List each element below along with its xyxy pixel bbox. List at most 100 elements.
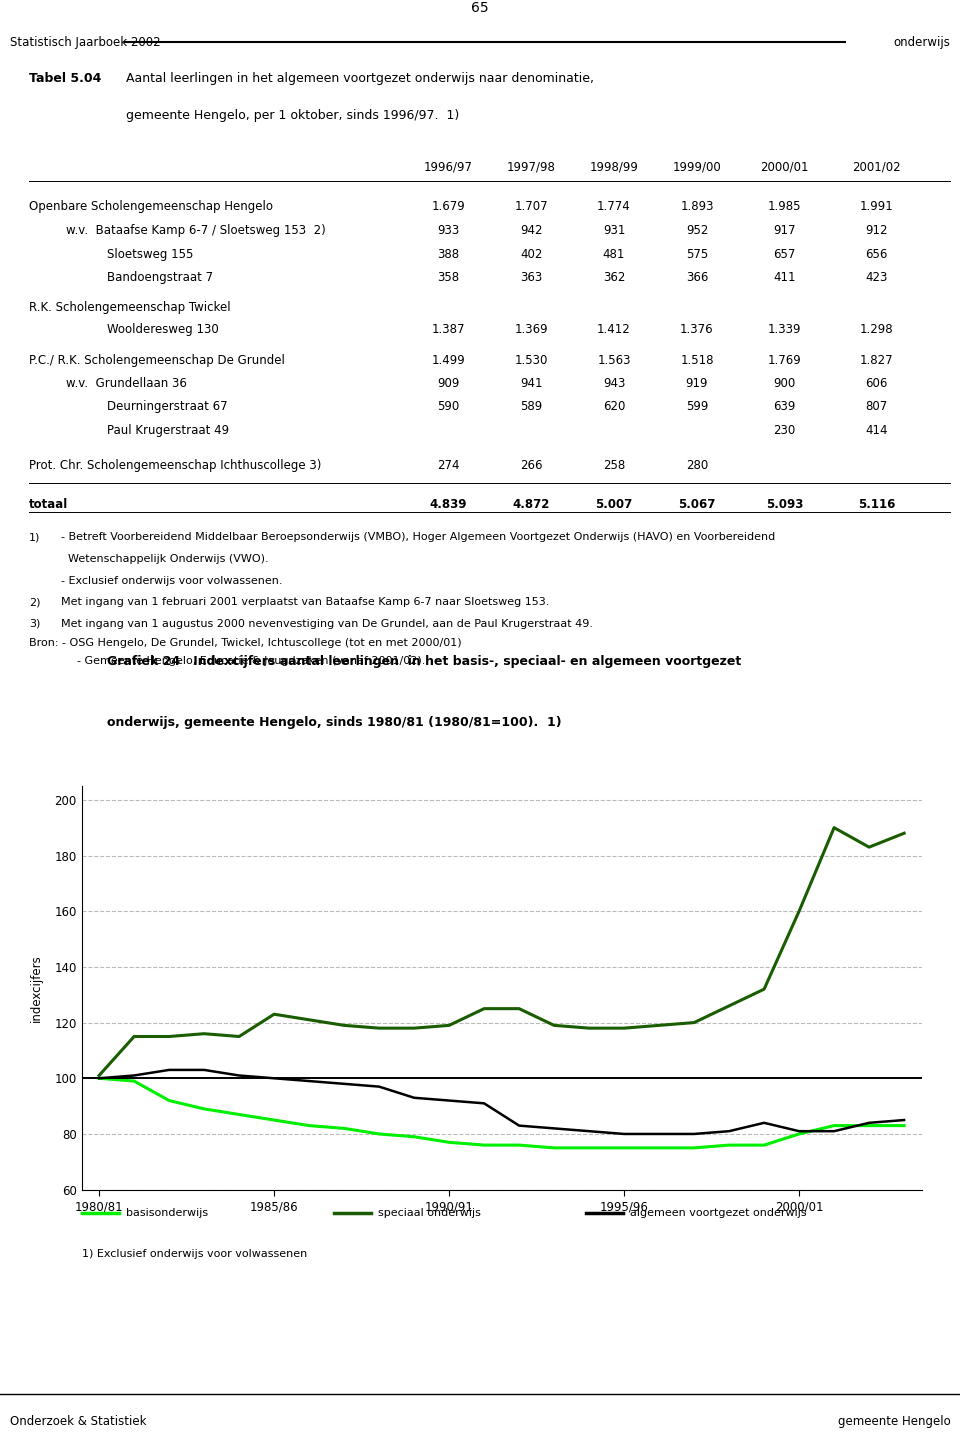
Text: 912: 912	[865, 224, 888, 236]
Text: Prot. Chr. Scholengemeenschap Ichthuscollege 3): Prot. Chr. Scholengemeenschap Ichthuscol…	[29, 460, 322, 473]
Text: 1.991: 1.991	[860, 200, 894, 213]
Text: P.C./ R.K. Scholengemeenschap De Grundel: P.C./ R.K. Scholengemeenschap De Grundel	[29, 355, 285, 368]
Text: 481: 481	[603, 248, 625, 261]
Text: Paul Krugerstraat 49: Paul Krugerstraat 49	[108, 424, 229, 437]
Text: 1.376: 1.376	[680, 323, 714, 336]
Text: 620: 620	[603, 401, 625, 414]
Text: 933: 933	[437, 224, 459, 236]
Text: 575: 575	[685, 248, 708, 261]
Text: Met ingang van 1 augustus 2000 nevenvestiging van De Grundel, aan de Paul Kruger: Met ingang van 1 augustus 2000 nevenvest…	[54, 619, 592, 629]
Text: 362: 362	[603, 271, 625, 284]
Text: 230: 230	[774, 424, 796, 437]
Text: algemeen voortgezet onderwijs: algemeen voortgezet onderwijs	[630, 1208, 806, 1217]
Text: 639: 639	[774, 401, 796, 414]
Text: 1.563: 1.563	[597, 355, 631, 368]
Text: Deurningerstraat 67: Deurningerstraat 67	[108, 401, 228, 414]
Text: 1999/00: 1999/00	[673, 160, 721, 173]
Text: 941: 941	[519, 376, 542, 389]
Text: 1) Exclusief onderwijs voor volwassenen: 1) Exclusief onderwijs voor volwassenen	[82, 1249, 307, 1259]
Text: 1998/99: 1998/99	[589, 160, 638, 173]
Text: w.v.  Bataafse Kamp 6-7 / Sloetsweg 153  2): w.v. Bataafse Kamp 6-7 / Sloetsweg 153 2…	[65, 224, 325, 236]
Text: w.v.  Grundellaan 36: w.v. Grundellaan 36	[65, 376, 186, 389]
Text: 900: 900	[774, 376, 796, 389]
Text: 1.774: 1.774	[597, 200, 631, 213]
Text: 2000/01: 2000/01	[760, 160, 808, 173]
Text: 5.093: 5.093	[766, 497, 804, 510]
Text: Onderzoek & Statistiek: Onderzoek & Statistiek	[10, 1415, 146, 1428]
Text: 5.116: 5.116	[858, 497, 896, 510]
Text: 1.412: 1.412	[597, 323, 631, 336]
Text: 589: 589	[520, 401, 542, 414]
Text: 1.298: 1.298	[860, 323, 894, 336]
Text: 943: 943	[603, 376, 625, 389]
Text: 388: 388	[437, 248, 459, 261]
Text: 266: 266	[519, 460, 542, 473]
Text: 423: 423	[866, 271, 888, 284]
Text: onderwijs, gemeente Hengelo, sinds 1980/81 (1980/81=100).  1): onderwijs, gemeente Hengelo, sinds 1980/…	[108, 717, 562, 730]
Text: 274: 274	[437, 460, 460, 473]
Text: 1.387: 1.387	[431, 323, 465, 336]
Text: 807: 807	[866, 401, 888, 414]
Text: 1.499: 1.499	[431, 355, 465, 368]
Text: 414: 414	[865, 424, 888, 437]
Y-axis label: indexcijfers: indexcijfers	[31, 955, 43, 1021]
Text: 1.893: 1.893	[681, 200, 713, 213]
Text: gemeente Hengelo: gemeente Hengelo	[838, 1415, 950, 1428]
Text: 1.518: 1.518	[681, 355, 713, 368]
Text: 358: 358	[437, 271, 459, 284]
Text: 952: 952	[685, 224, 708, 236]
Text: 919: 919	[685, 376, 708, 389]
Text: 942: 942	[519, 224, 542, 236]
Text: 1.679: 1.679	[431, 200, 465, 213]
Text: 366: 366	[685, 271, 708, 284]
Text: 4.839: 4.839	[429, 497, 467, 510]
Text: totaal: totaal	[29, 497, 68, 510]
Text: 656: 656	[866, 248, 888, 261]
Text: - Betreft Voorbereidend Middelbaar Beroepsonderwijs (VMBO), Hoger Algemeen Voort: - Betreft Voorbereidend Middelbaar Beroe…	[54, 532, 775, 542]
Text: - Exclusief onderwijs voor volwassenen.: - Exclusief onderwijs voor volwassenen.	[54, 575, 282, 585]
Text: 65: 65	[471, 1, 489, 16]
Text: 1996/97: 1996/97	[423, 160, 472, 173]
Text: 657: 657	[774, 248, 796, 261]
Text: 1997/98: 1997/98	[507, 160, 556, 173]
Text: 1.827: 1.827	[860, 355, 894, 368]
Text: 599: 599	[685, 401, 708, 414]
Text: 411: 411	[773, 271, 796, 284]
Text: Tabel 5.04: Tabel 5.04	[29, 72, 101, 85]
Text: 917: 917	[773, 224, 796, 236]
Text: 606: 606	[866, 376, 888, 389]
Text: 590: 590	[437, 401, 459, 414]
Text: Met ingang van 1 februari 2001 verplaatst van Bataafse Kamp 6-7 naar Sloetsweg 1: Met ingang van 1 februari 2001 verplaats…	[54, 597, 549, 607]
Text: 931: 931	[603, 224, 625, 236]
Text: 5.067: 5.067	[679, 497, 715, 510]
Text: 1): 1)	[29, 532, 40, 542]
Text: 1.530: 1.530	[515, 355, 548, 368]
Text: 280: 280	[685, 460, 708, 473]
Text: 5.007: 5.007	[595, 497, 633, 510]
Text: 2): 2)	[29, 597, 40, 607]
Text: basisonderwijs: basisonderwijs	[126, 1208, 208, 1217]
Text: 4.872: 4.872	[513, 497, 550, 510]
Text: speciaal onderwijs: speciaal onderwijs	[378, 1208, 481, 1217]
Text: Wetenschappelijk Onderwijs (VWO).: Wetenschappelijk Onderwijs (VWO).	[54, 554, 268, 564]
Text: Openbare Scholengemeenschap Hengelo: Openbare Scholengemeenschap Hengelo	[29, 200, 273, 213]
Text: Statistisch Jaarboek 2002: Statistisch Jaarboek 2002	[10, 36, 160, 49]
Text: - Gemeente Hengelo, Educatie & Jeugdzaken (vanaf 2001/02).: - Gemeente Hengelo, Educatie & Jeugdzake…	[77, 656, 425, 666]
Text: Aantal leerlingen in het algemeen voortgezet onderwijs naar denominatie,: Aantal leerlingen in het algemeen voortg…	[126, 72, 593, 85]
Text: 2001/02: 2001/02	[852, 160, 901, 173]
Text: 1.707: 1.707	[515, 200, 548, 213]
Text: 909: 909	[437, 376, 459, 389]
Text: 1.369: 1.369	[515, 323, 548, 336]
Text: 1.769: 1.769	[768, 355, 802, 368]
Text: Woolderesweg 130: Woolderesweg 130	[108, 323, 219, 336]
Text: Bron: - OSG Hengelo, De Grundel, Twickel, Ichtuscollege (tot en met 2000/01): Bron: - OSG Hengelo, De Grundel, Twickel…	[29, 637, 462, 647]
Text: onderwijs: onderwijs	[894, 36, 950, 49]
Text: Sloetsweg 155: Sloetsweg 155	[108, 248, 194, 261]
Text: 1.339: 1.339	[768, 323, 802, 336]
Text: 1.985: 1.985	[768, 200, 802, 213]
Text: Grafiek 24   Indexcijfers aantal leerlingen  in het basis-, speciaal- en algemee: Grafiek 24 Indexcijfers aantal leerlinge…	[108, 655, 741, 668]
Text: 3): 3)	[29, 619, 40, 629]
Text: R.K. Scholengemeenschap Twickel: R.K. Scholengemeenschap Twickel	[29, 301, 230, 314]
Text: 258: 258	[603, 460, 625, 473]
Text: gemeente Hengelo, per 1 oktober, sinds 1996/97.  1): gemeente Hengelo, per 1 oktober, sinds 1…	[126, 110, 459, 123]
